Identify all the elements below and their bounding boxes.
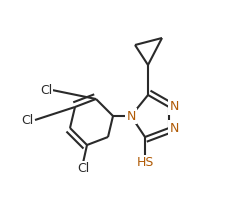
Text: N: N [169,122,179,135]
Text: N: N [126,109,136,123]
Text: Cl: Cl [40,84,52,97]
Text: Cl: Cl [77,163,89,176]
Text: Cl: Cl [21,113,33,127]
Text: N: N [169,100,179,113]
Text: HS: HS [136,156,154,170]
